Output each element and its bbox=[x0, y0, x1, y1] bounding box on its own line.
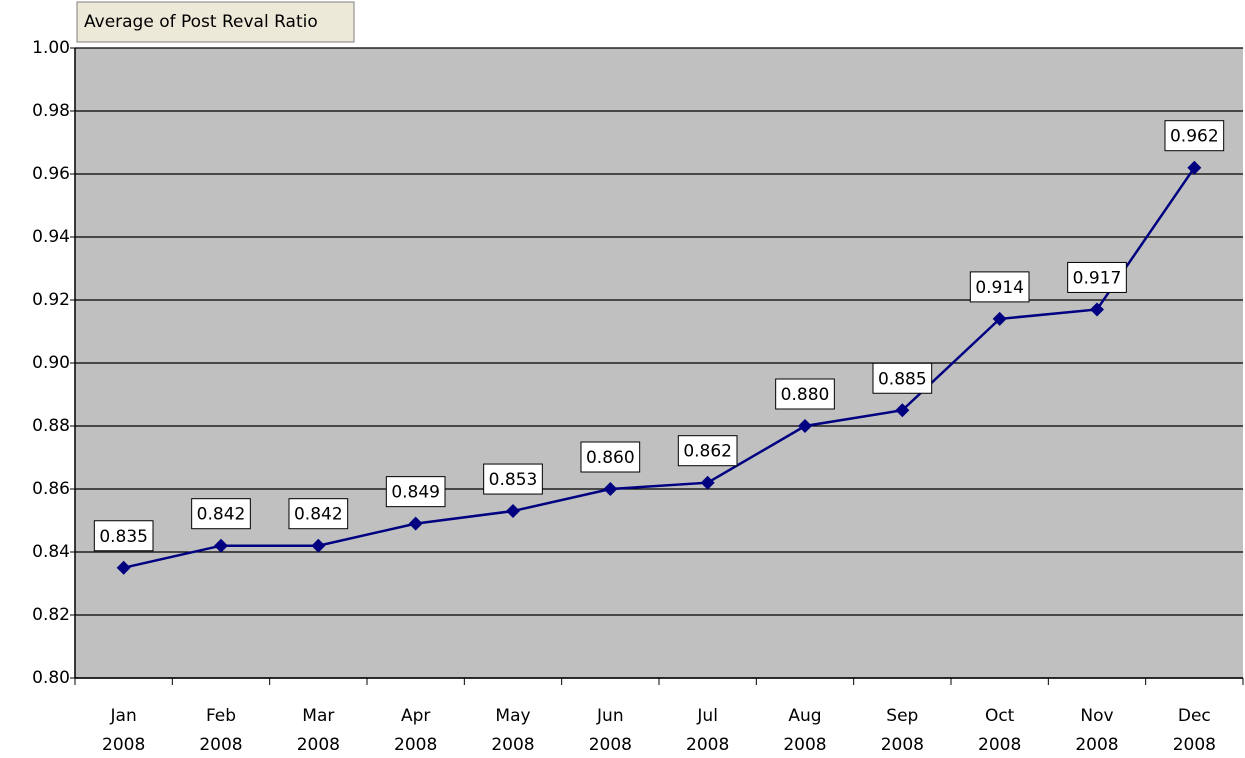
data-point bbox=[408, 516, 423, 531]
data-label-box bbox=[385, 476, 446, 508]
data-point bbox=[992, 311, 1007, 326]
x-tick-label: Sep 2008 bbox=[881, 706, 924, 755]
data-label: 0.842 bbox=[197, 505, 246, 525]
y-tick-label: 1.00 bbox=[32, 38, 70, 58]
data-label-box bbox=[1164, 120, 1225, 152]
data-label-group: 0.885 bbox=[872, 362, 933, 394]
data-label-group: 0.880 bbox=[775, 378, 835, 410]
data-label-box bbox=[677, 435, 738, 467]
data-label: 0.880 bbox=[781, 385, 830, 405]
data-point bbox=[895, 403, 910, 418]
data-label-group: 0.849 bbox=[385, 476, 446, 508]
y-tick-label: 0.80 bbox=[32, 668, 70, 688]
data-label: 0.835 bbox=[99, 527, 148, 547]
x-tick-label: Aug 2008 bbox=[783, 706, 826, 755]
data-label: 0.842 bbox=[294, 505, 343, 525]
y-tick-label: 0.86 bbox=[32, 479, 70, 499]
data-point bbox=[1090, 302, 1104, 317]
data-label-group: 0.835 bbox=[93, 520, 154, 552]
data-label: 0.862 bbox=[683, 442, 732, 462]
data-label-box bbox=[775, 378, 835, 410]
data-point bbox=[1187, 160, 1202, 175]
x-tick-label: Jan 2008 bbox=[102, 706, 145, 755]
title-button[interactable] bbox=[76, 1, 355, 43]
data-label-group: 0.862 bbox=[677, 435, 738, 467]
data-label-group: 0.917 bbox=[1067, 261, 1127, 293]
data-label-group: 0.962 bbox=[1164, 120, 1225, 152]
data-point bbox=[506, 504, 520, 519]
data-label-group: 0.842 bbox=[288, 498, 349, 530]
y-tick-label: 0.84 bbox=[32, 542, 70, 562]
data-point bbox=[603, 482, 618, 496]
data-label: 0.962 bbox=[1170, 127, 1219, 147]
x-tick-label: Feb 2008 bbox=[199, 706, 242, 755]
data-label-group: 0.860 bbox=[580, 441, 641, 473]
x-tick-label: Jun 2008 bbox=[589, 706, 632, 755]
data-label-group: 0.842 bbox=[191, 498, 251, 530]
data-label: 0.860 bbox=[586, 448, 635, 468]
data-point bbox=[116, 560, 131, 575]
x-tick-label: May 2008 bbox=[491, 706, 534, 755]
x-tick-label: Dec 2008 bbox=[1173, 706, 1216, 755]
x-tick-label: Nov 2008 bbox=[1075, 706, 1118, 755]
data-point bbox=[214, 538, 228, 553]
data-line bbox=[123, 166, 1196, 569]
data-label: 0.849 bbox=[391, 483, 440, 503]
y-tick-label: 0.88 bbox=[32, 416, 70, 436]
data-label-box bbox=[191, 498, 251, 530]
data-label-box bbox=[1067, 261, 1127, 293]
data-point bbox=[311, 538, 326, 553]
data-label-box bbox=[580, 441, 641, 473]
data-label: 0.914 bbox=[975, 278, 1024, 298]
data-label: 0.853 bbox=[489, 470, 538, 490]
x-tick-label: Oct 2008 bbox=[978, 706, 1021, 755]
data-label-box bbox=[872, 362, 933, 394]
data-point bbox=[798, 419, 812, 433]
data-label-box bbox=[93, 520, 154, 552]
data-label-group: 0.914 bbox=[969, 271, 1030, 303]
data-point bbox=[700, 475, 715, 490]
chart-title: Average of Post Reval Ratio bbox=[84, 12, 318, 32]
data-label-box bbox=[483, 463, 543, 495]
data-label-box bbox=[288, 498, 349, 530]
y-tick-label: 0.82 bbox=[32, 605, 70, 625]
data-label: 0.885 bbox=[878, 369, 927, 389]
y-tick-label: 0.94 bbox=[32, 227, 70, 247]
y-tick-label: 0.98 bbox=[32, 101, 70, 121]
x-tick-label: Jul 2008 bbox=[686, 706, 729, 755]
y-tick-label: 0.92 bbox=[32, 290, 70, 310]
y-tick-label: 0.90 bbox=[32, 353, 70, 373]
data-label: 0.917 bbox=[1073, 268, 1122, 288]
x-tick-label: Mar 2008 bbox=[297, 706, 340, 755]
data-label-box bbox=[969, 271, 1030, 303]
data-label-group: 0.853 bbox=[483, 463, 543, 495]
x-tick-label: Apr 2008 bbox=[394, 706, 437, 755]
y-tick-label: 0.96 bbox=[32, 164, 70, 184]
